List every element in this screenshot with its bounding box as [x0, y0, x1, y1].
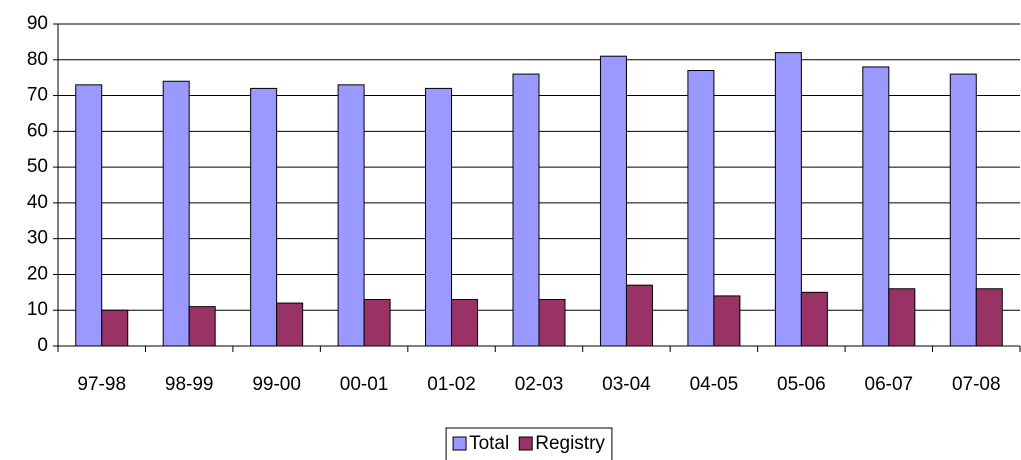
x-tick-label: 00-01 [340, 374, 389, 395]
bar [687, 70, 715, 347]
bar [538, 298, 566, 347]
bar [337, 84, 365, 347]
legend-label: Registry [535, 433, 605, 454]
y-tick-label: 60 [27, 120, 48, 141]
legend-label: Total [469, 433, 509, 454]
bar [862, 66, 890, 347]
y-tick-label: 20 [27, 263, 48, 284]
bar [101, 309, 129, 347]
bar [425, 87, 453, 347]
legend-swatch [518, 436, 533, 451]
y-tick-label: 40 [27, 192, 48, 213]
bar [512, 73, 540, 347]
x-tick-label: 07-08 [952, 374, 1001, 395]
bar [800, 291, 828, 347]
bar [162, 80, 190, 347]
bar [625, 284, 653, 347]
x-tick-label: 06-07 [865, 374, 914, 395]
bar [451, 298, 479, 347]
bar [713, 295, 741, 347]
y-tick-label: 10 [27, 299, 48, 320]
bar [774, 52, 802, 347]
y-tick-label: 90 [27, 13, 48, 34]
bar [75, 84, 103, 347]
bar [363, 298, 391, 347]
bar [888, 288, 916, 347]
x-tick-label: 98-99 [165, 374, 214, 395]
y-tick-label: 30 [27, 228, 48, 249]
y-tick-label: 50 [27, 156, 48, 177]
bar [975, 288, 1003, 347]
y-tick-label: 80 [27, 49, 48, 70]
legend-swatch [452, 436, 467, 451]
x-tick-label: 04-05 [690, 374, 739, 395]
x-tick-label: 03-04 [602, 374, 651, 395]
y-tick-label: 0 [37, 335, 48, 356]
bar [188, 306, 216, 347]
x-tick-label: 05-06 [777, 374, 826, 395]
x-tick-label: 99-00 [252, 374, 301, 395]
x-tick-label: 01-02 [427, 374, 476, 395]
x-tick-label: 97-98 [77, 374, 126, 395]
bar [949, 73, 977, 347]
bar [250, 87, 278, 347]
y-tick-label: 70 [27, 85, 48, 106]
x-tick-label: 02-03 [515, 374, 564, 395]
bar [276, 302, 304, 347]
bar [599, 55, 627, 347]
